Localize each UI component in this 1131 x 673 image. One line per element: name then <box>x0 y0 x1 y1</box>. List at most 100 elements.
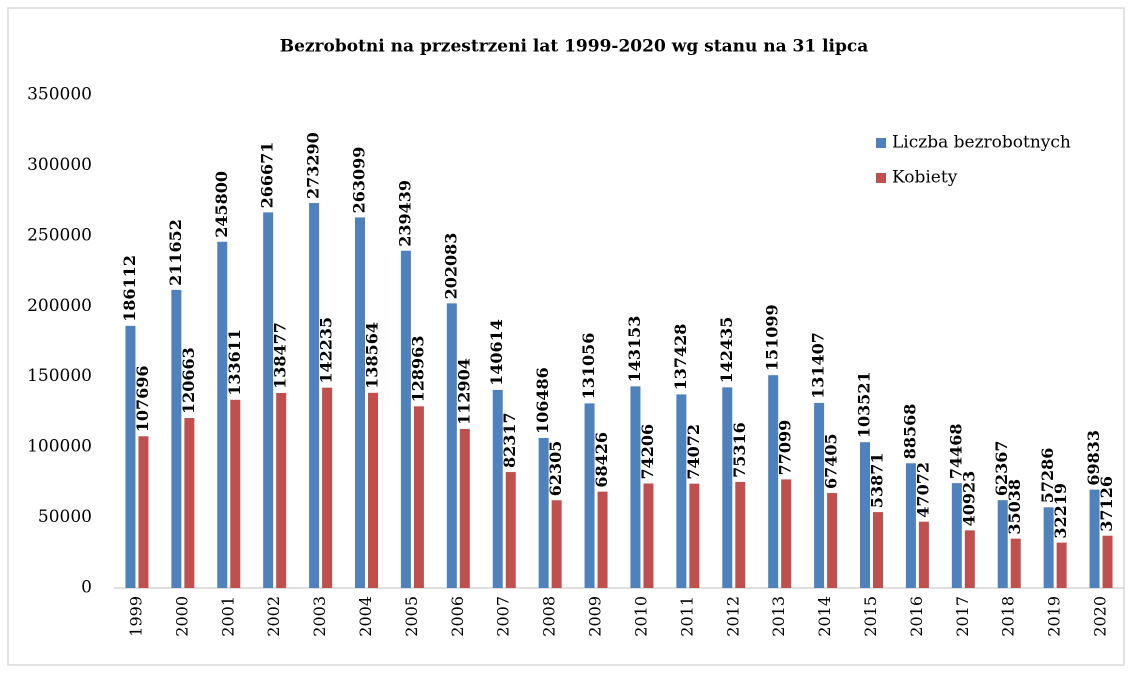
bar <box>735 481 746 588</box>
x-tick-label: 2011 <box>677 596 696 637</box>
bar <box>873 512 883 588</box>
data-label: 88568 <box>900 404 919 460</box>
bar <box>355 217 365 589</box>
y-tick-label: 150000 <box>27 366 92 386</box>
bar <box>964 530 975 588</box>
data-label: 151099 <box>763 304 782 371</box>
data-label: 40923 <box>959 471 978 527</box>
bar <box>781 479 792 588</box>
data-label: 75316 <box>730 422 749 478</box>
data-label: 211652 <box>166 219 185 286</box>
bar <box>768 375 779 588</box>
legend-label: Kobiety <box>892 168 958 188</box>
x-tick-label: 2012 <box>723 596 742 637</box>
data-label: 53871 <box>868 452 887 508</box>
data-label: 142235 <box>317 317 336 384</box>
bar <box>905 463 916 588</box>
x-tick-label: 2014 <box>815 596 834 637</box>
data-label: 202083 <box>441 233 460 300</box>
bar <box>997 500 1008 588</box>
bar <box>263 212 274 588</box>
bar <box>951 483 962 588</box>
x-tick-label: 2008 <box>540 596 559 637</box>
bar <box>676 394 687 588</box>
data-label: 273290 <box>304 132 323 199</box>
x-tick-label: 2007 <box>494 596 513 637</box>
data-label: 112904 <box>454 358 473 425</box>
bar <box>597 491 608 588</box>
data-label: 82317 <box>500 412 519 468</box>
data-label: 74206 <box>638 424 657 480</box>
data-label: 77099 <box>776 420 795 476</box>
bar <box>860 442 870 588</box>
y-tick-label: 350000 <box>27 85 92 105</box>
data-label: 74072 <box>684 424 703 480</box>
data-label: 143153 <box>625 316 644 383</box>
data-label: 138477 <box>271 322 290 389</box>
x-tick-label: 2020 <box>1091 596 1110 637</box>
bar <box>689 483 700 588</box>
x-tick-label: 2003 <box>310 596 329 637</box>
x-tick-label: 2013 <box>769 596 788 637</box>
data-label: 142435 <box>717 317 736 384</box>
y-tick-label: 50000 <box>38 507 92 527</box>
bar <box>814 402 825 588</box>
data-label: 131407 <box>809 332 828 399</box>
data-label: 62305 <box>546 441 565 497</box>
y-tick-label: 100000 <box>27 437 92 457</box>
x-tick-label: 2009 <box>586 596 605 637</box>
bar <box>643 483 654 588</box>
data-label: 74468 <box>946 423 965 479</box>
data-label: 120663 <box>179 347 198 414</box>
x-tick-label: 2010 <box>631 596 650 637</box>
y-tick-label: 200000 <box>27 296 92 316</box>
data-label: 131056 <box>579 333 598 400</box>
data-label: 57286 <box>1038 448 1057 504</box>
bar <box>1056 542 1067 588</box>
bar <box>584 403 595 588</box>
data-label: 107696 <box>133 366 152 433</box>
data-label: 69833 <box>1084 430 1103 486</box>
legend-label: Liczba bezrobotnych <box>892 133 1071 153</box>
data-label: 103521 <box>855 371 874 438</box>
bar <box>125 325 136 588</box>
data-label: 266671 <box>258 142 277 209</box>
data-label: 245800 <box>212 171 231 238</box>
x-tick-label: 2018 <box>999 596 1018 637</box>
data-label: 239439 <box>395 180 414 247</box>
bar <box>230 399 241 588</box>
x-tick-label: 2016 <box>907 596 926 637</box>
data-label: 140614 <box>487 319 506 386</box>
data-label: 106486 <box>533 367 552 434</box>
bar <box>505 472 516 588</box>
data-label: 137428 <box>671 324 690 391</box>
data-label: 263099 <box>350 147 369 214</box>
bar <box>1043 507 1054 588</box>
y-tick-label: 250000 <box>27 225 92 245</box>
bar <box>276 392 287 588</box>
bar <box>1102 535 1113 588</box>
data-label: 47072 <box>913 462 932 518</box>
bar <box>413 406 424 588</box>
y-tick-label: 300000 <box>27 155 92 175</box>
data-label: 186112 <box>120 255 139 322</box>
x-tick-label: 2017 <box>953 596 972 637</box>
bar <box>368 392 378 588</box>
bar <box>459 428 470 588</box>
bar <box>138 436 149 588</box>
data-label: 128963 <box>408 336 427 403</box>
bar <box>827 493 838 588</box>
bar <box>322 387 333 588</box>
x-tick-label: 2019 <box>1045 596 1064 637</box>
x-tick-label: 1999 <box>126 596 145 637</box>
x-tick-label: 2004 <box>356 596 375 637</box>
legend-swatch <box>876 138 886 148</box>
bar <box>171 289 182 588</box>
bar <box>1089 489 1100 588</box>
chart-title: Bezrobotni na przestrzeni lat 1999-2020 … <box>280 37 869 57</box>
data-label: 32219 <box>1051 483 1070 539</box>
data-label: 67405 <box>822 433 841 489</box>
data-label: 133611 <box>225 329 244 396</box>
bar <box>492 389 503 588</box>
